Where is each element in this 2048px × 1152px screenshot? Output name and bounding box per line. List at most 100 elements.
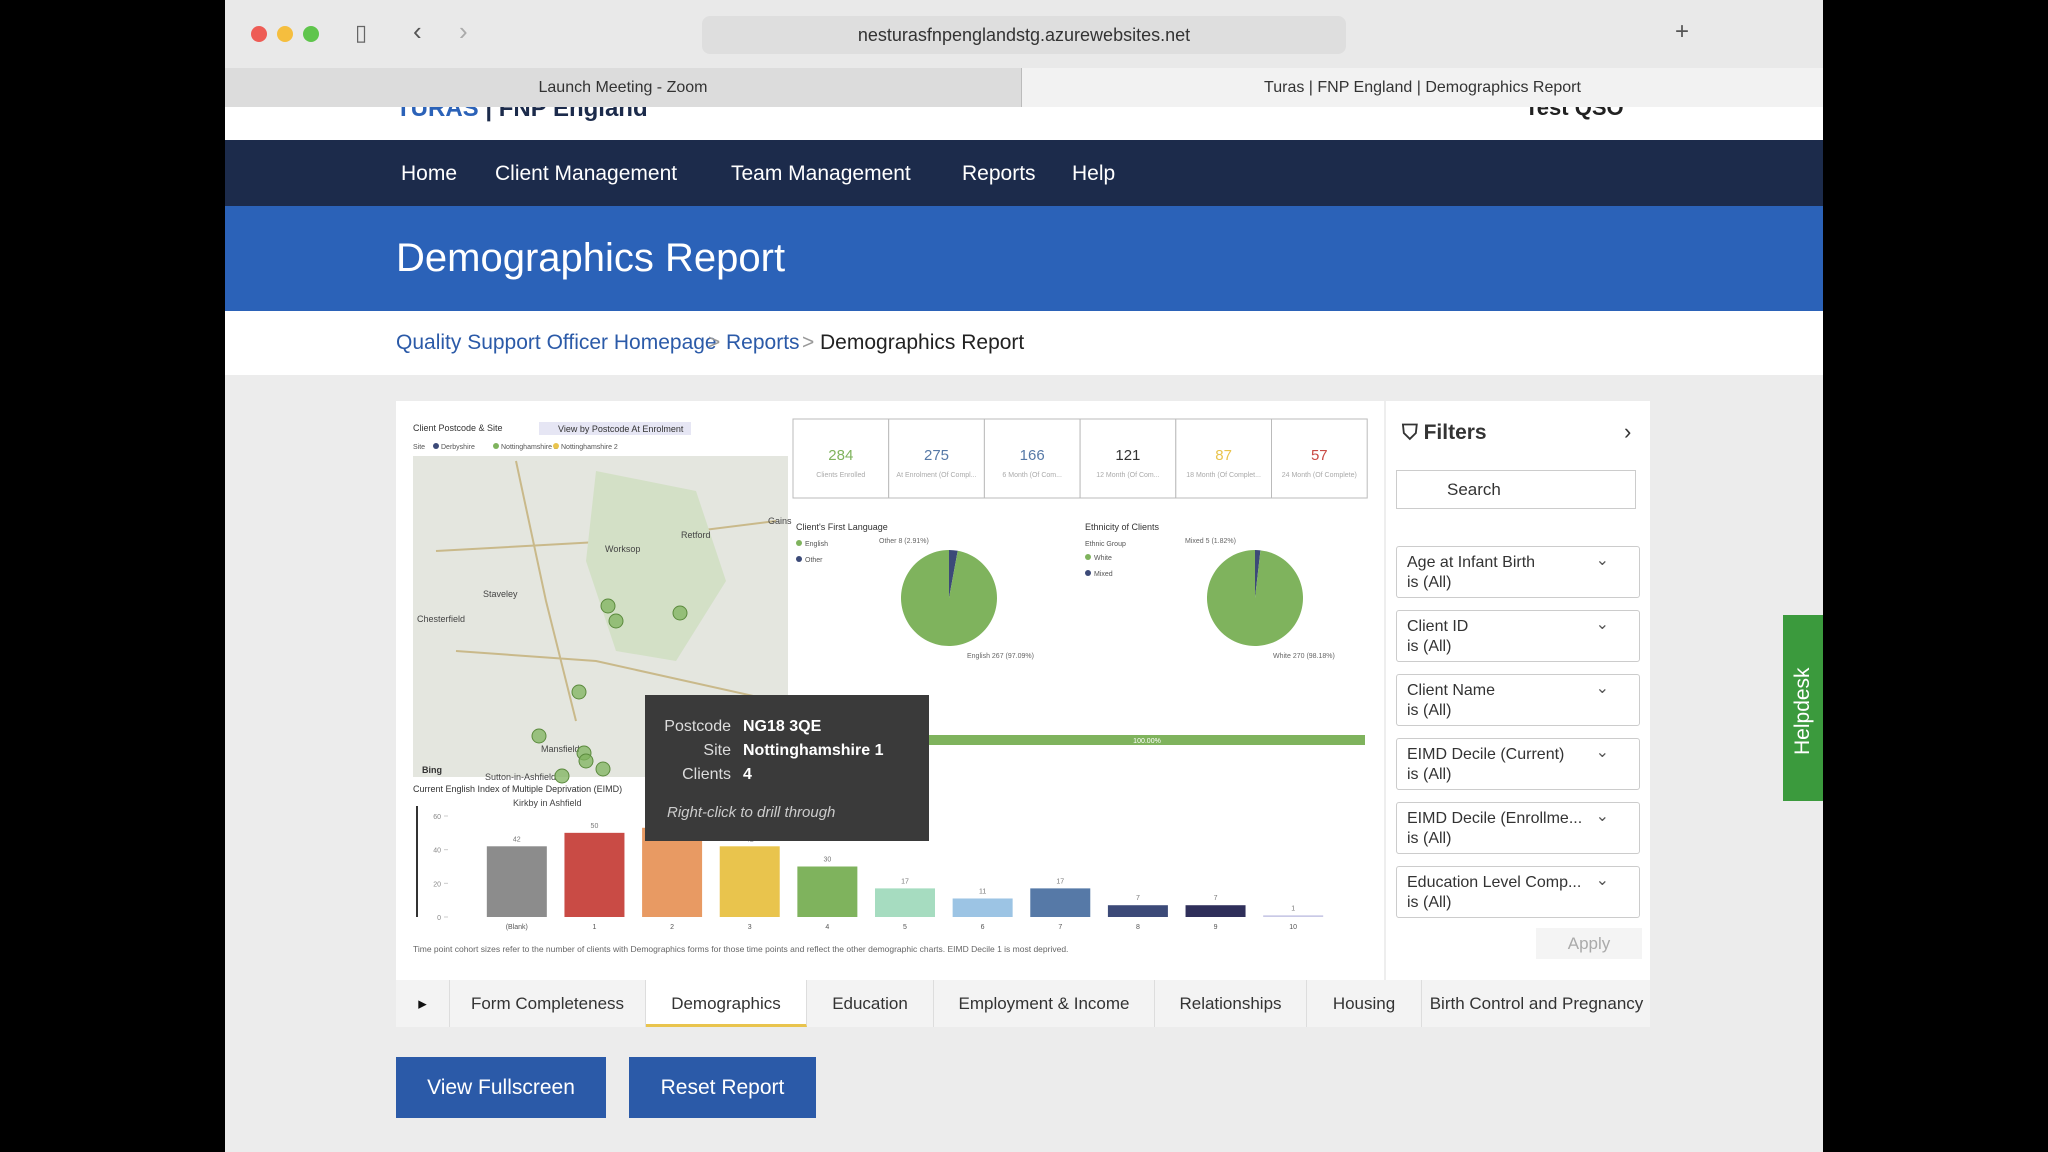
y-tick-label: 20 xyxy=(433,881,441,888)
pie-label: Other 8 (2.91%) xyxy=(879,538,929,545)
y-tick-label: 60 xyxy=(433,814,441,821)
tooltip-hint: Right-click to drill through xyxy=(667,804,835,821)
site-header: TURAS | FNP England Test QSO xyxy=(225,107,1823,140)
back-button[interactable]: ‹ xyxy=(413,16,422,46)
tab-scroll[interactable]: ▸ xyxy=(396,980,450,1027)
kpi-value: 166 xyxy=(1020,447,1045,464)
kpi-value: 284 xyxy=(828,447,853,464)
brand[interactable]: TURAS | FNP England xyxy=(396,107,648,123)
x-tick-label: 4 xyxy=(825,924,829,931)
bar xyxy=(642,827,703,917)
filter-value: is (All) xyxy=(1407,766,1452,783)
filter-expand[interactable]: ⌄ xyxy=(1595,616,1609,633)
pie-slice xyxy=(1255,550,1261,598)
progress-bar xyxy=(929,735,1365,745)
kpi-label: 6 Month (Of Com... xyxy=(1002,472,1062,479)
pie-label: Mixed 5 (1.82%) xyxy=(1185,538,1236,545)
breadcrumb-link[interactable]: Reports xyxy=(726,331,800,354)
tooltip xyxy=(645,695,929,841)
browser-tab[interactable]: Launch Meeting - Zoom xyxy=(225,68,1022,107)
tooltip-key: Postcode xyxy=(664,718,731,735)
fullscreen-button[interactable]: View Fullscreen xyxy=(396,1057,606,1118)
bar xyxy=(797,866,858,917)
bar xyxy=(1185,905,1246,917)
nav-link[interactable]: Client Management xyxy=(495,162,678,185)
report-tab[interactable]: Demographics xyxy=(646,980,807,1027)
map-marker xyxy=(578,753,594,769)
legend-swatch xyxy=(553,443,559,449)
sidebar-button[interactable]: ▯ xyxy=(355,20,368,45)
map-marker xyxy=(608,613,624,629)
breadcrumb-current: Demographics Report xyxy=(820,331,1025,354)
data-label: 7 xyxy=(1136,895,1140,902)
pie-title: Client's First Language xyxy=(796,522,888,532)
tab-bar: Launch Meeting - Zoom Turas | FNP Englan… xyxy=(225,68,1823,107)
kpi-card xyxy=(983,418,1081,499)
legend-item: Nottinghamshire 2 xyxy=(561,444,618,451)
close-button[interactable] xyxy=(251,26,267,42)
zoom-button[interactable] xyxy=(303,26,319,42)
filter-card[interactable]: Education Level Comp... is (All) ⌄ xyxy=(1396,866,1640,918)
nav-link[interactable]: Team Management xyxy=(731,162,911,185)
filter-card[interactable]: Client Name is (All) ⌄ xyxy=(1396,674,1640,726)
nav-link[interactable]: Reports xyxy=(962,162,1036,185)
nav-link[interactable]: Home xyxy=(401,162,458,185)
helpdesk-tab[interactable]: Helpdesk xyxy=(1783,615,1823,801)
title-bar: ▯ ‹ › nesturasfnpenglandstg.azurewebsite… xyxy=(225,0,1823,68)
filter-card[interactable]: Age at Infant Birth is (All) ⌄ xyxy=(1396,546,1640,598)
filter-name: EIMD Decile (Enrollme... xyxy=(1407,810,1583,827)
filter-expand[interactable]: ⌄ xyxy=(1595,552,1609,569)
data-label: 17 xyxy=(1056,878,1064,885)
pie-legend-swatch xyxy=(1085,570,1091,576)
bar xyxy=(719,846,780,917)
breadcrumb-link[interactable]: Quality Support Officer Homepage xyxy=(396,331,717,354)
report-tab[interactable]: Education xyxy=(807,980,934,1027)
report-tab[interactable]: Employment & Income xyxy=(934,980,1155,1027)
breadcrumb: Quality Support Officer Homepage > Repor… xyxy=(225,311,1823,375)
new-tab-button[interactable]: + xyxy=(1675,18,1690,45)
pie-legend-title: Ethnic Group xyxy=(1085,541,1126,548)
bar xyxy=(1030,888,1091,917)
map-place: Mansfield xyxy=(541,744,580,754)
filter-expand[interactable]: ⌄ xyxy=(1595,872,1609,889)
kpi-value: 275 xyxy=(924,447,949,464)
kpi-label: Clients Enrolled xyxy=(816,472,865,479)
nav-link[interactable]: Help xyxy=(1072,162,1116,185)
minimize-button[interactable] xyxy=(277,26,293,42)
tooltip-key: Clients xyxy=(682,766,731,783)
search-box[interactable]: Search xyxy=(1396,470,1636,509)
filter-card[interactable]: EIMD Decile (Current) is (All) ⌄ xyxy=(1396,738,1640,790)
filter-value: is (All) xyxy=(1407,574,1452,591)
legend-title: Site xyxy=(413,444,425,451)
bar xyxy=(1263,915,1324,917)
collapse-button[interactable]: › xyxy=(1624,419,1632,444)
filter-card[interactable]: Client ID is (All) ⌄ xyxy=(1396,610,1640,662)
pie-label: White 270 (98.18%) xyxy=(1273,653,1335,660)
address-bar[interactable]: nesturasfnpenglandstg.azurewebsites.net xyxy=(702,16,1346,54)
report-tab[interactable]: Housing xyxy=(1307,980,1422,1027)
data-label: 17 xyxy=(901,878,909,885)
map-marker xyxy=(672,605,688,621)
filter-expand[interactable]: ⌄ xyxy=(1595,808,1609,825)
legend-swatch xyxy=(493,443,499,449)
filter-card[interactable]: EIMD Decile (Enrollme... is (All) ⌄ xyxy=(1396,802,1640,854)
x-tick-label: 3 xyxy=(748,924,752,931)
pie-legend-swatch xyxy=(796,556,802,562)
report-tab[interactable]: Relationships xyxy=(1155,980,1307,1027)
tooltip-value: Nottinghamshire 1 xyxy=(743,742,884,759)
brand-name: TURAS xyxy=(396,107,479,122)
filter-expand[interactable]: ⌄ xyxy=(1595,680,1609,697)
browser-tab[interactable]: Turas | FNP England | Demographics Repor… xyxy=(1022,68,1823,107)
x-tick-label: 7 xyxy=(1058,924,1062,931)
apply-button[interactable]: Apply xyxy=(1536,928,1642,959)
forward-button[interactable]: › xyxy=(459,16,468,46)
x-tick-label: 8 xyxy=(1136,924,1140,931)
report-tab[interactable]: Birth Control and Pregnancy xyxy=(1422,980,1650,1027)
map-button: View by Postcode At Enrolment xyxy=(558,424,684,434)
report-tab[interactable]: Form Completeness xyxy=(450,980,646,1027)
pie-label: English 267 (97.09%) xyxy=(967,653,1034,660)
filter-expand[interactable]: ⌄ xyxy=(1595,744,1609,761)
user-menu[interactable]: Test QSO xyxy=(1525,107,1624,120)
y-tick-label: 0 xyxy=(437,915,441,922)
reset-button[interactable]: Reset Report xyxy=(629,1057,816,1118)
